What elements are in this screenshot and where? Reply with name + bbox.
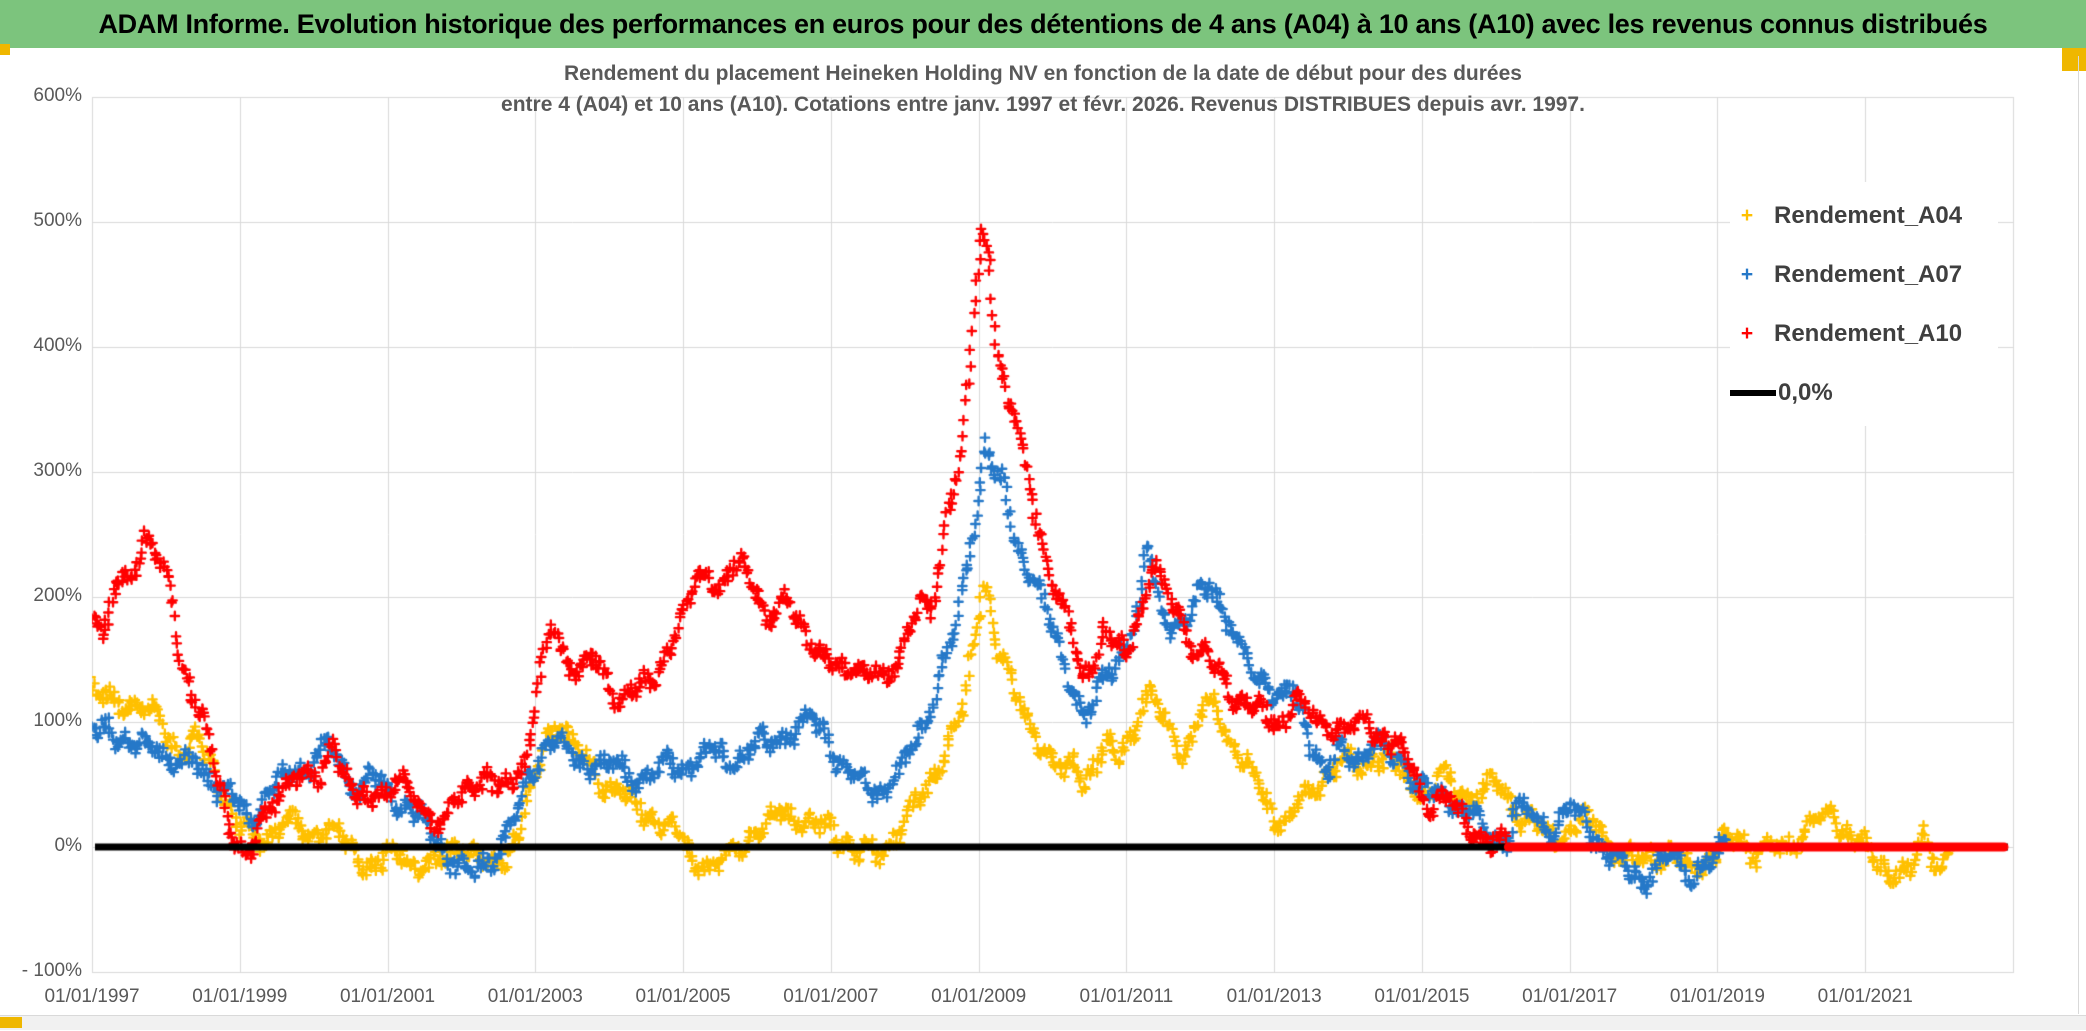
- header-bar: ADAM Informe. Evolution historique des p…: [0, 0, 2086, 48]
- accent-tab-top-left: [0, 44, 10, 55]
- y-axis-tick-label: 100%: [33, 710, 82, 731]
- x-axis-tick-label: 01/01/2013: [1226, 986, 1322, 1007]
- legend-label: Rendement_A10: [1774, 319, 1963, 347]
- y-axis-tick-label: 0%: [54, 835, 82, 856]
- y-axis-tick-label: 300%: [33, 460, 82, 481]
- legend-label: Rendement_A04: [1774, 201, 1963, 229]
- right-edge-rule: [2078, 56, 2079, 1014]
- x-axis-tick-label: 01/01/2009: [931, 986, 1027, 1007]
- header-title: ADAM Informe. Evolution historique des p…: [98, 8, 1988, 39]
- y-axis-tick-label: 500%: [33, 210, 82, 231]
- legend-item[interactable]: 0,0%: [1730, 363, 1998, 422]
- y-axis-tick-label: 200%: [33, 585, 82, 606]
- legend-item[interactable]: + Rendement_A04: [1730, 186, 1998, 245]
- x-axis-tick-label: 01/01/2011: [1079, 986, 1174, 1007]
- legend-label: Rendement_A07: [1774, 260, 1963, 288]
- chart-title: Rendement du placement Heineken Holding …: [0, 58, 2086, 120]
- x-axis-tick-label: 01/01/2005: [635, 986, 731, 1007]
- x-axis-tick-label: 01/01/1997: [44, 986, 140, 1007]
- bottom-scroll-strip: [0, 1015, 2086, 1030]
- legend-label: 0,0%: [1778, 378, 1833, 406]
- x-axis-tick-label: 01/01/1999: [192, 986, 288, 1007]
- legend-item[interactable]: + Rendement_A10: [1730, 304, 1998, 363]
- x-axis-tick-label: 01/01/2021: [1817, 986, 1913, 1007]
- accent-tab-bottom-left: [0, 1017, 22, 1028]
- y-axis-tick-label: - 100%: [21, 960, 82, 981]
- legend-item[interactable]: + Rendement_A07: [1730, 245, 1998, 304]
- y-axis-tick-label: 600%: [33, 85, 82, 106]
- x-axis-tick-label: 01/01/2007: [783, 986, 879, 1007]
- x-axis-tick-label: 01/01/2003: [487, 986, 583, 1007]
- y-axis-tick-label: 400%: [33, 335, 82, 356]
- legend-plus-marker-icon: +: [1740, 204, 1754, 227]
- chart-title-line2: entre 4 (A04) et 10 ans (A10). Cotations…: [501, 93, 1585, 116]
- accent-tab-top-right: [2062, 48, 2086, 71]
- chart-legend: + Rendement_A04 + Rendement_A07 + Rendement_A…: [1730, 182, 1998, 426]
- legend-plus-marker-icon: +: [1740, 322, 1754, 345]
- legend-zero-line-swatch: [1730, 389, 1776, 396]
- x-axis-tick-label: 01/01/2015: [1374, 986, 1470, 1007]
- x-axis-tick-label: 01/01/2017: [1522, 986, 1618, 1007]
- x-axis-tick-label: 01/01/2019: [1669, 986, 1765, 1007]
- x-axis-tick-label: 01/01/2001: [339, 986, 436, 1007]
- chart-title-line1: Rendement du placement Heineken Holding …: [564, 62, 1522, 85]
- legend-plus-marker-icon: +: [1740, 263, 1754, 286]
